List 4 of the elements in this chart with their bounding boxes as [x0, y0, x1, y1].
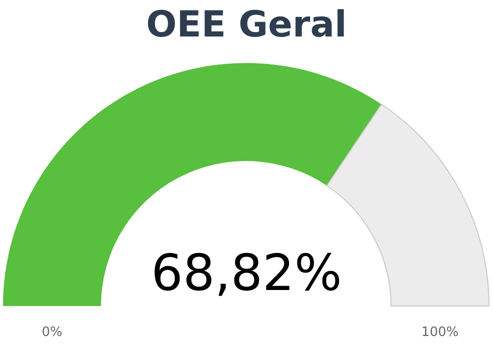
- text: 0%: [42, 325, 62, 340]
- data-label: 68,82%: [151, 244, 342, 302]
- chart-title: OEE Geral: [146, 4, 347, 46]
- text: 100%: [421, 325, 459, 340]
